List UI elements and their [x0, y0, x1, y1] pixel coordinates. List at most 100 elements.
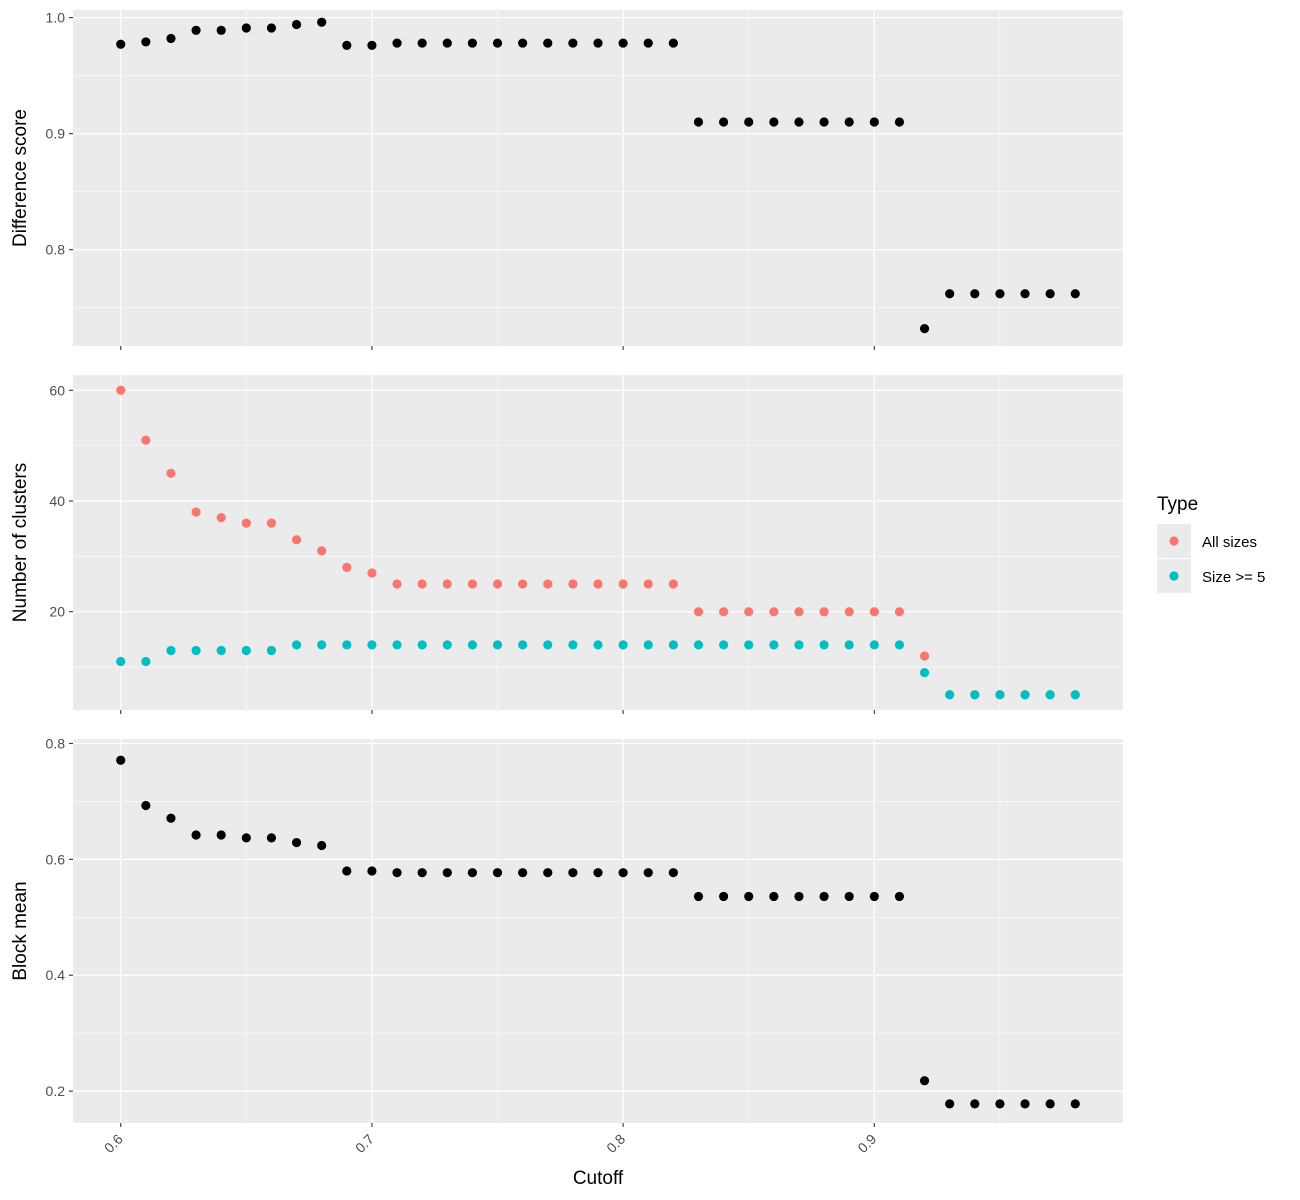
data-point [593, 579, 603, 589]
data-point [417, 38, 427, 48]
data-point [919, 1076, 930, 1086]
data-point [1020, 1099, 1030, 1109]
legend-dot-size-ge-5 [1169, 571, 1179, 581]
x-tick-label: 0.9 [854, 1131, 879, 1156]
data-point [417, 579, 427, 589]
data-point [417, 868, 427, 878]
data-point [1045, 289, 1055, 299]
data-point [668, 868, 678, 878]
legend-label-size-ge-5: Size >= 5 [1202, 569, 1265, 586]
legend-title: Type [1157, 494, 1198, 515]
data-point [442, 38, 452, 48]
series-size-5 [116, 640, 1080, 700]
data-point [518, 868, 528, 878]
data-point [367, 40, 377, 50]
data-point [492, 640, 503, 650]
data-point [819, 640, 829, 650]
data-point [543, 579, 553, 589]
data-point [492, 38, 503, 48]
data-point [116, 39, 126, 49]
data-point [367, 866, 377, 876]
data-point [141, 656, 151, 667]
data-point [317, 546, 327, 556]
y-tick-label: 0.2 [46, 1083, 66, 1099]
data-point [467, 38, 478, 48]
data-point [593, 868, 603, 878]
data-point [166, 468, 176, 478]
data-point [342, 866, 352, 876]
legend-dot-all-sizes [1169, 536, 1179, 546]
y-tick-label: 0.9 [46, 126, 66, 142]
data-point [518, 579, 528, 589]
data-point [367, 640, 377, 650]
data-point [266, 23, 277, 33]
data-point [618, 579, 628, 589]
data-point [794, 117, 804, 127]
data-point [1045, 690, 1055, 700]
data-point [216, 830, 226, 840]
data-point [693, 117, 704, 127]
x-tick-label: 0.6 [101, 1131, 126, 1156]
data-point [844, 607, 854, 617]
data-point [718, 640, 729, 650]
data-point [291, 640, 302, 650]
data-point [995, 690, 1005, 700]
data-point [618, 38, 628, 48]
data-point [945, 690, 955, 700]
data-point [593, 640, 603, 650]
data-point [392, 38, 402, 48]
data-point [191, 25, 201, 35]
data-point [543, 640, 553, 650]
data-point [869, 607, 879, 617]
data-point [869, 891, 879, 902]
data-point [191, 507, 201, 517]
data-point [919, 323, 930, 334]
data-point [518, 640, 528, 650]
data-point [417, 640, 427, 650]
data-point [919, 667, 930, 678]
panels: 0.8 0.9 1.0 Difference score 20 40 60 Number of… [10, 10, 1123, 1156]
data-point [744, 891, 754, 902]
panel-number-of-clusters: 20 40 60 Number of clusters [10, 375, 1123, 714]
data-point [191, 830, 201, 840]
x-tick-label: 0.7 [352, 1131, 377, 1156]
data-point [744, 117, 754, 127]
data-point [392, 640, 402, 650]
data-point [945, 1099, 955, 1109]
data-point [467, 640, 478, 650]
data-point [241, 518, 251, 528]
data-point [317, 17, 327, 27]
data-point [467, 579, 478, 589]
data-point [945, 289, 955, 299]
data-point [844, 891, 854, 902]
data-point [1020, 289, 1030, 299]
data-point [291, 535, 302, 545]
data-point [241, 23, 251, 33]
data-point [191, 645, 201, 656]
legend-item-all-sizes: All sizes [1157, 524, 1257, 558]
y-tick-label: 0.8 [46, 242, 66, 258]
x-tick-label: 0.8 [603, 1131, 628, 1156]
data-point [769, 640, 779, 650]
data-point [116, 755, 126, 765]
data-point [643, 640, 653, 650]
data-point [291, 837, 302, 848]
data-point [869, 640, 879, 650]
data-point [819, 607, 829, 617]
panel-background [73, 10, 1123, 346]
data-point [141, 37, 151, 47]
data-point [1070, 289, 1080, 299]
data-point [769, 891, 779, 902]
data-point [216, 645, 226, 656]
data-point [442, 640, 452, 650]
data-point [266, 833, 277, 843]
data-point [266, 518, 277, 528]
data-point [241, 833, 251, 843]
data-point [216, 25, 226, 35]
data-point [492, 579, 503, 589]
data-point [819, 117, 829, 127]
y-tick-label: 1.0 [46, 10, 66, 26]
data-point [467, 868, 478, 878]
data-point [543, 38, 553, 48]
